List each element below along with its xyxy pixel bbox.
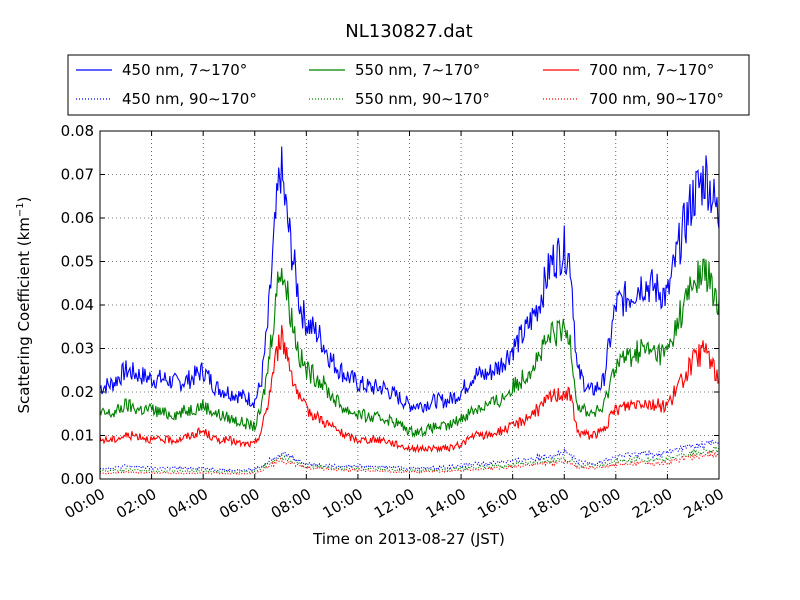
y-axis: 0.00 0.01 0.02 0.03 0.04 0.05 0.06 0.07 0.08 (61, 122, 719, 488)
y-axis-title: Scattering Coefficient (km−1) (15, 196, 33, 413)
legend-box (67, 54, 750, 116)
legend-label: 450 nm, 90∼170° (122, 90, 257, 108)
series-line (99, 258, 720, 438)
y-axis-title-superscript: −1 (15, 202, 26, 217)
y-axis-title-close: ) (15, 196, 33, 202)
y-tick-label: 0.03 (61, 340, 94, 358)
legend-entries: 450 nm, 7∼170° 550 nm, 7∼170° 700 nm, 7∼17… (76, 61, 724, 108)
x-axis-title: Time on 2013-08-27 (JST) (312, 530, 505, 548)
series-line (99, 444, 720, 474)
y-tick-label: 0.01 (61, 427, 94, 445)
chart-title: NL130827.dat (345, 21, 472, 42)
series-line (99, 325, 720, 454)
series-line (99, 146, 720, 414)
y-tick-label: 0.06 (61, 209, 94, 227)
legend-label: 700 nm, 90∼170° (589, 90, 724, 108)
y-axis-title-main: Scattering Coefficient (km (15, 217, 33, 413)
y-tick-label: 0.07 (61, 166, 94, 184)
legend-label: 550 nm, 7∼170° (355, 61, 480, 79)
legend-label: 550 nm, 90∼170° (355, 90, 490, 108)
y-tick-label: 0.00 (61, 470, 94, 488)
legend-label: 450 nm, 7∼170° (122, 61, 247, 79)
y-tick-label: 0.02 (61, 383, 94, 401)
y-tick-label: 0.05 (61, 253, 94, 271)
legend: 450 nm, 7∼170° 550 nm, 7∼170° 700 nm, 7∼17… (67, 54, 750, 116)
series-group (99, 146, 720, 476)
y-tick-label: 0.08 (61, 122, 94, 140)
y-tick-label: 0.04 (61, 296, 94, 314)
legend-label: 700 nm, 7∼170° (589, 61, 714, 79)
series-line (99, 449, 720, 476)
series-line (99, 437, 720, 473)
